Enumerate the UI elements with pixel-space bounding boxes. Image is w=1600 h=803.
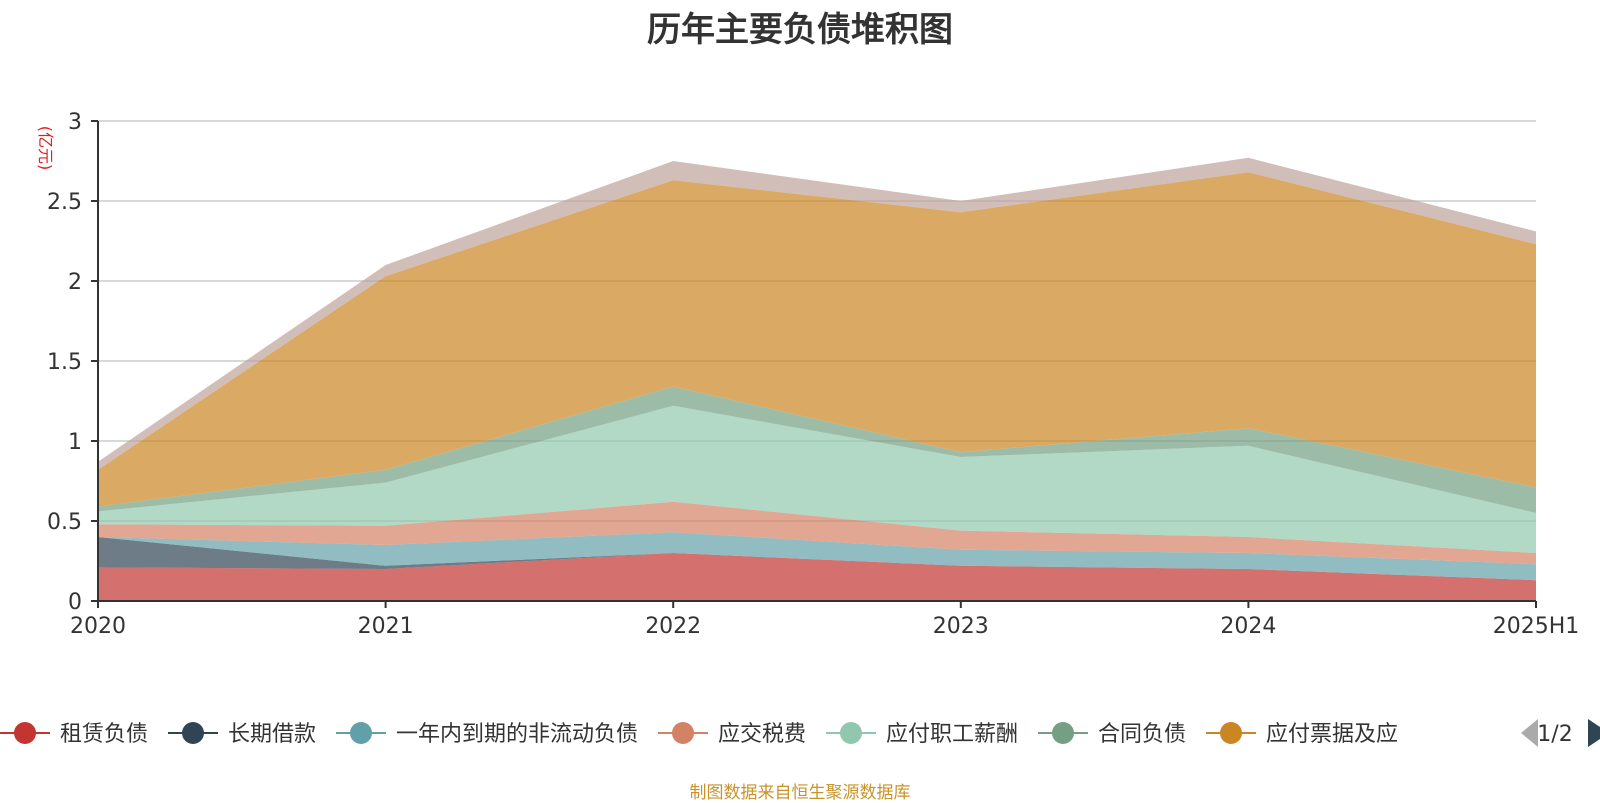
legend-circle-marker <box>1220 722 1243 744</box>
y-tick-label: 0 <box>68 590 82 615</box>
x-tick-label: 2021 <box>358 614 414 639</box>
y-tick-label: 0.5 <box>47 510 82 535</box>
legend-label: 应付职工薪酬 <box>886 722 1018 747</box>
legend-circle-marker <box>14 722 36 744</box>
legend-circle-marker <box>350 722 373 744</box>
area-series-3 <box>98 501 1536 565</box>
legend-circle-marker <box>182 722 205 744</box>
area-series-2 <box>98 532 1536 581</box>
legend-label: 应付票据及应 <box>1266 722 1398 747</box>
y-tick-label: 1 <box>68 430 82 455</box>
legend-item-6[interactable]: 应付票据及应 <box>1206 722 1398 747</box>
y-tick-label: 2 <box>68 270 82 295</box>
legend-item-0[interactable]: 租赁负债 <box>0 722 148 747</box>
area-series-0 <box>98 553 1536 601</box>
x-tick-label: 2020 <box>70 614 126 639</box>
legend-item-5[interactable]: 合同负债 <box>1038 722 1186 747</box>
legend-label: 合同负债 <box>1098 722 1186 747</box>
legend-pager: 1/2 <box>1521 719 1600 747</box>
stacked-areas <box>98 157 1536 601</box>
axes: 0 0.5 1 1.5 2 2.5 3 2020 2021 2022 2023 2024 2025H1 <box>47 110 1579 639</box>
legend-circle-marker <box>1052 722 1075 744</box>
legend-item-3[interactable]: 应交税费 <box>658 722 806 747</box>
chart-title: 历年主要负债堆积图 <box>647 10 953 50</box>
legend-circle-marker <box>840 722 863 744</box>
legend-item-2[interactable]: 一年内到期的非流动负债 <box>336 722 638 747</box>
legend-label: 应交税费 <box>718 722 806 747</box>
y-tick-label: 3 <box>68 110 82 135</box>
legend-next-page-icon[interactable] <box>1588 719 1600 747</box>
legend-label: 租赁负债 <box>60 722 148 747</box>
legend-label: 一年内到期的非流动负债 <box>396 722 638 747</box>
area-series-4 <box>98 405 1536 553</box>
legend-prev-page-icon[interactable] <box>1521 719 1538 747</box>
legend-page-indicator: 1/2 <box>1537 722 1572 747</box>
legend-item-1[interactable]: 长期借款 <box>168 722 316 747</box>
y-tick-label: 2.5 <box>47 190 82 215</box>
x-tick-label: 2024 <box>1220 614 1276 639</box>
x-tick-label: 2022 <box>645 614 701 639</box>
legend: 租赁负债 长期借款 一年内到期的非流动负债 应交税费 应付职工薪酬 合同负债 应付票据及应 1… <box>0 719 1600 747</box>
legend-circle-marker <box>672 722 695 744</box>
source-note: 制图数据来自恒生聚源数据库 <box>689 783 911 803</box>
x-tick-label: 2025H1 <box>1493 614 1580 639</box>
y-axis-unit-label: (亿元) <box>36 126 55 171</box>
legend-label: 长期借款 <box>228 722 316 747</box>
area-series-6 <box>98 172 1536 507</box>
x-tick-label: 2023 <box>933 614 989 639</box>
y-tick-label: 1.5 <box>47 350 82 375</box>
legend-item-4[interactable]: 应付职工薪酬 <box>826 722 1018 747</box>
